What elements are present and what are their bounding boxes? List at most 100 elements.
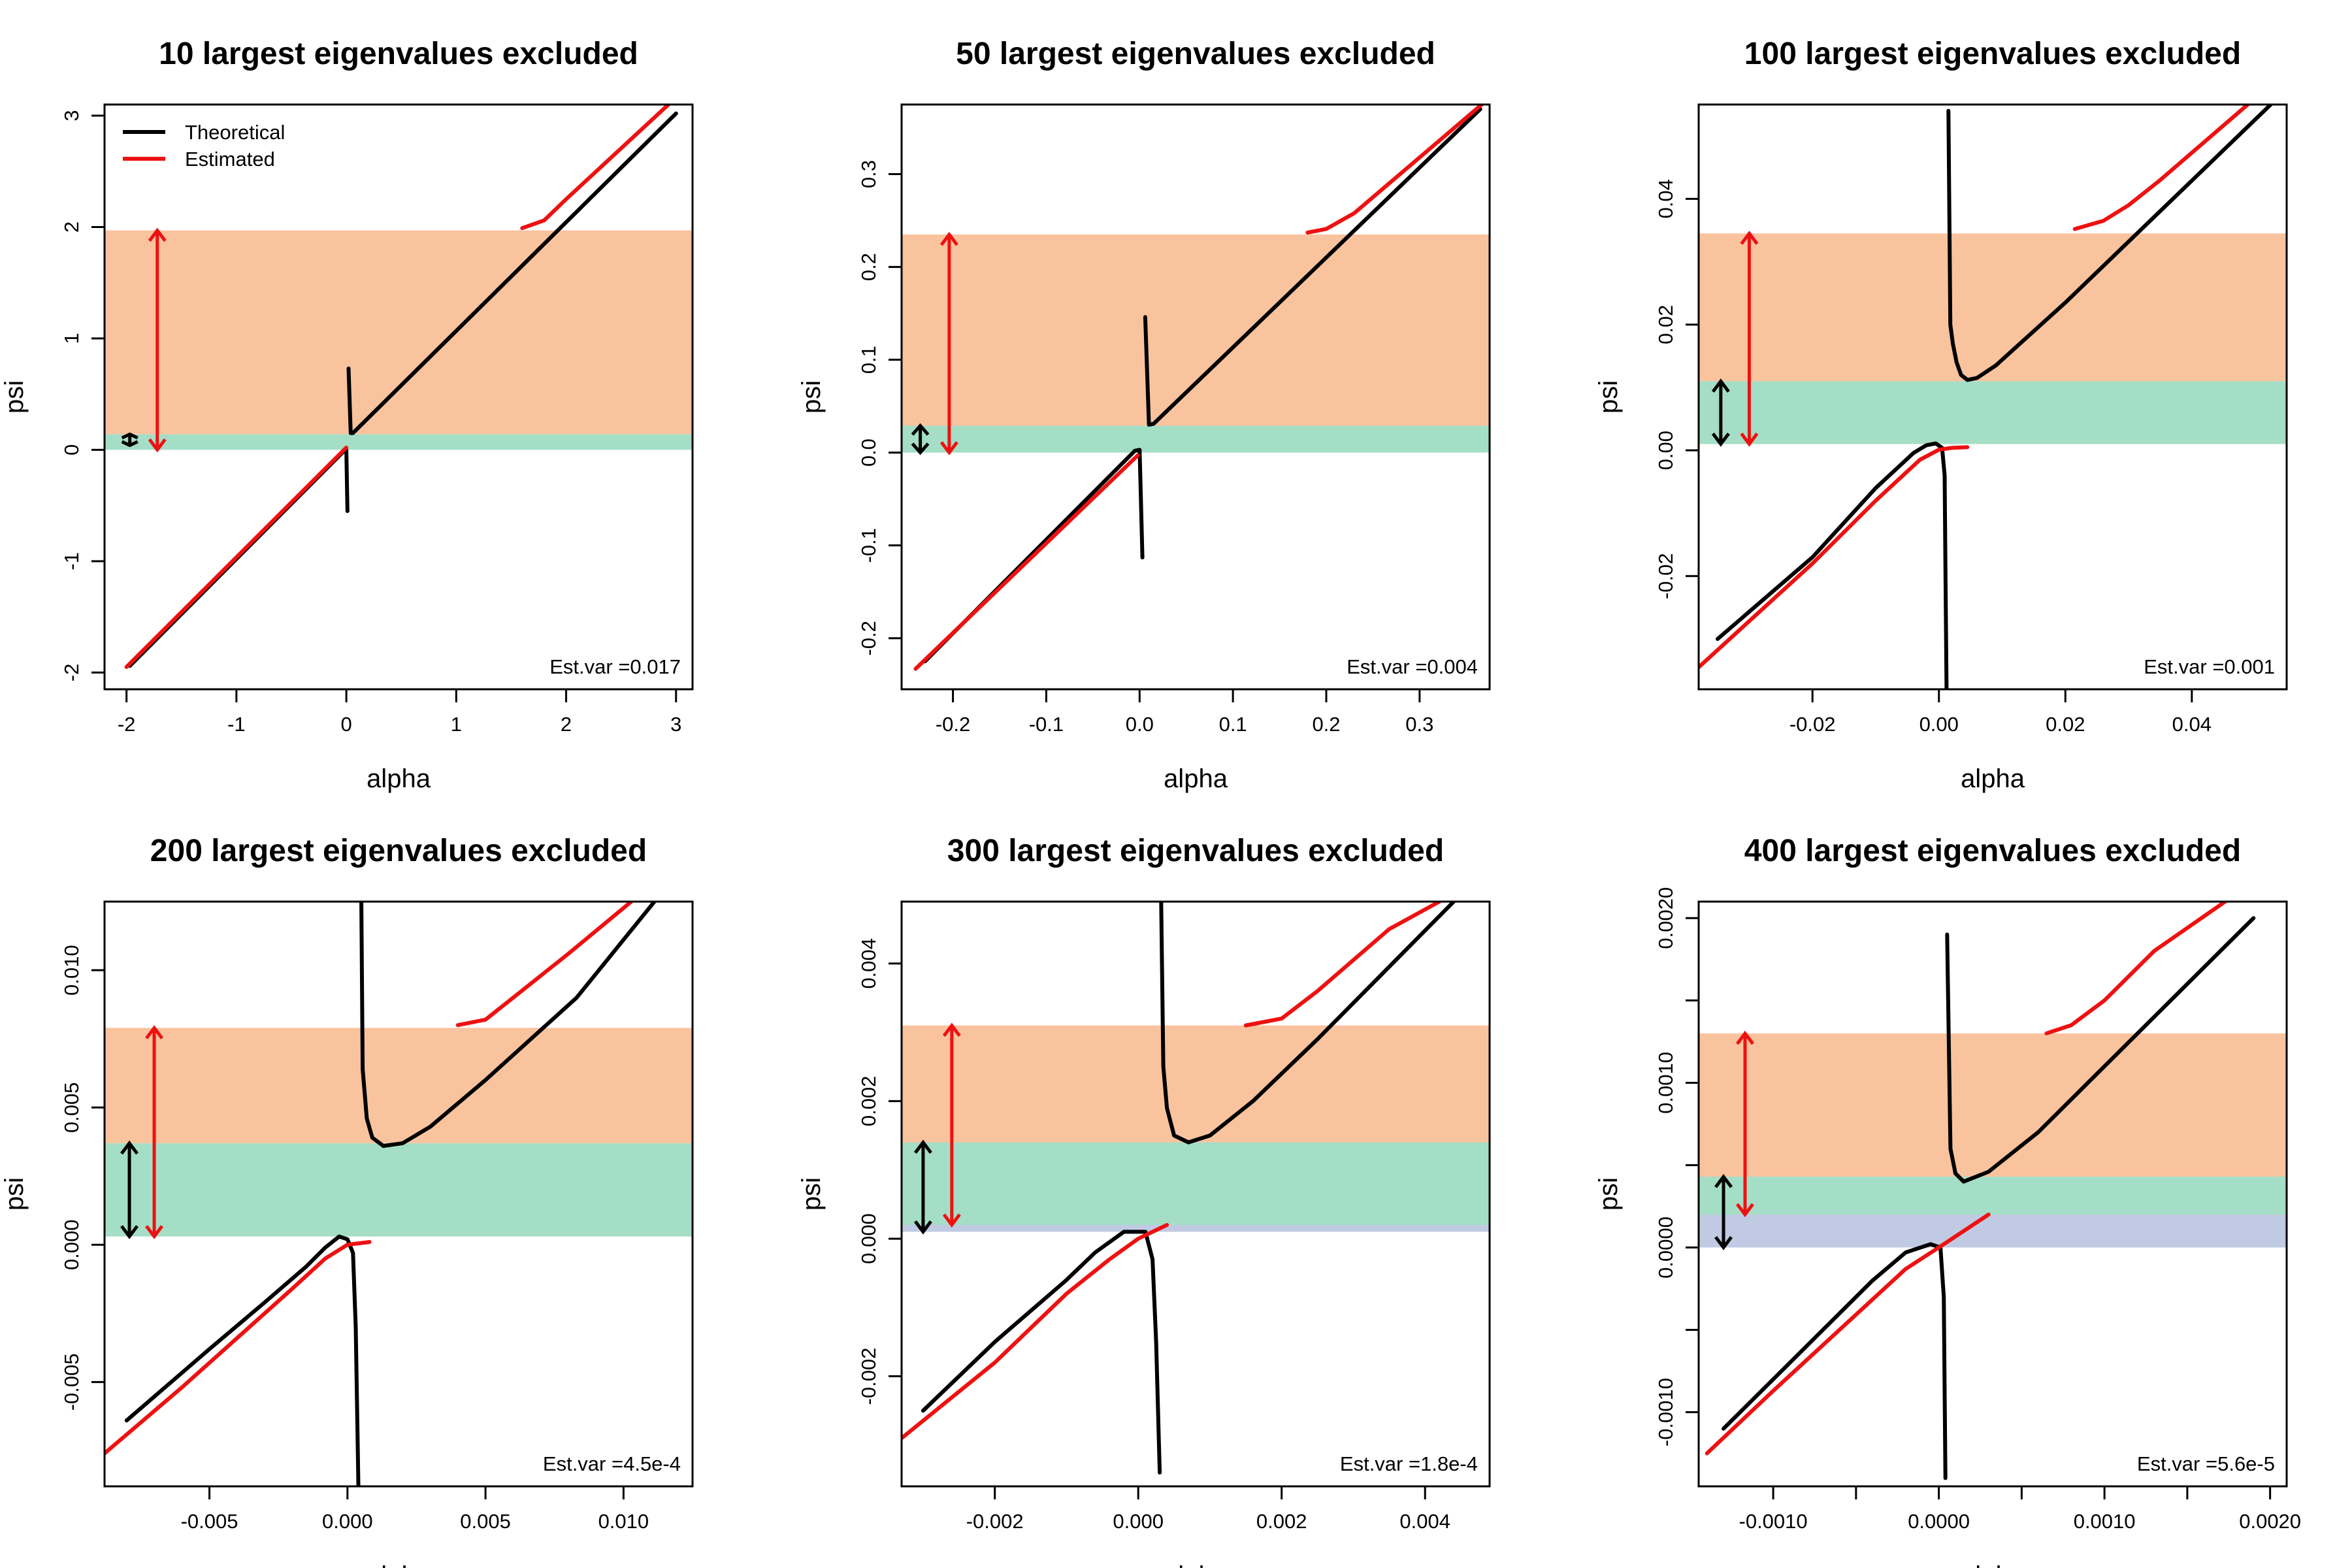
x-tick-label: -0.005 [181, 1510, 238, 1533]
est-var-annotation: Est.var =0.001 [2144, 655, 2275, 678]
x-tick-label: -0.2 [936, 713, 970, 736]
x-tick-label: -2 [118, 713, 136, 736]
arrow-head-top [121, 432, 139, 440]
est-var-annotation: Est.var =5.6e-5 [2137, 1452, 2275, 1475]
band-orange-2 [105, 1028, 693, 1143]
arrow-head-top [942, 1022, 961, 1037]
x-tick-label: 3 [670, 713, 681, 736]
series-estimated-line-1 [913, 453, 1140, 671]
y-tick-label: 0.1 [857, 346, 880, 374]
y-axis-label: psi [0, 1177, 29, 1211]
chart-title: 200 largest eigenvalues excluded [150, 834, 647, 868]
y-tick-label: 2 [60, 221, 83, 233]
series-estimated-line-2 [2072, 105, 2251, 231]
chart-title: 400 largest eigenvalues excluded [1744, 834, 2241, 868]
x-tick-label: 2 [561, 713, 572, 736]
x-axis-label: alpha [1961, 764, 2025, 793]
arrow-head-bottom [911, 442, 930, 455]
y-tick-label: 0.0 [857, 438, 880, 466]
plot-frame [1697, 900, 2288, 1488]
plot-frame [1697, 103, 2288, 691]
y-axis-label: psi [1594, 1177, 1623, 1211]
est-var-annotation: Est.var =1.8e-4 [1340, 1452, 1478, 1475]
arrow-head-bottom [939, 441, 958, 455]
arrow-head-bottom [1735, 1203, 1754, 1218]
arrow-head-bottom [121, 440, 139, 448]
legend-estimated-label: Estimated [185, 148, 275, 171]
y-axis-label: psi [0, 380, 29, 414]
plot-frame [103, 103, 694, 691]
series-estimated-line-2 [2044, 902, 2229, 1036]
y-tick-label: 0.005 [60, 1082, 83, 1133]
x-tick-label: 0.00 [1919, 713, 1959, 736]
x-axis-label: alpha [367, 1561, 431, 1568]
band-orange-3 [1699, 1033, 2287, 1177]
y-tick-label: 0.00 [1654, 431, 1677, 470]
y-tick-label: 0.2 [857, 253, 880, 281]
x-tick-label: 0.2 [1312, 713, 1340, 736]
series-theoretical-line-1 [921, 1230, 1162, 1475]
series-theoretical-line-1 [1722, 1242, 1948, 1480]
plot-area [902, 902, 1490, 1475]
arrow-black-2 [1714, 1173, 1733, 1250]
y-tick-label: 0.0000 [1654, 1217, 1677, 1279]
series-theoretical-line-2 [1143, 107, 1482, 427]
y-tick-label: -2 [60, 664, 83, 682]
arrow-black-2 [911, 423, 930, 455]
y-tick-label: -0.02 [1654, 553, 1677, 599]
y-tick-label: -0.0010 [1654, 1378, 1677, 1446]
plot-frame [900, 900, 1491, 1488]
plot-frame [900, 103, 1491, 691]
x-tick-label: -1 [227, 713, 246, 736]
band-blue-1 [1699, 1215, 2287, 1248]
arrow-black-2 [120, 1140, 139, 1239]
y-tick-label: 0.010 [60, 945, 83, 996]
y-tick-label: 0.02 [1654, 305, 1677, 344]
x-tick-label: 0.02 [2046, 713, 2085, 736]
arrow-head-top [913, 1139, 932, 1154]
y-tick-label: -0.002 [857, 1348, 880, 1405]
plot-area [1699, 105, 2287, 689]
est-var-annotation: Est.var =0.017 [549, 655, 681, 678]
chart-panel-5: -0.002 0.000 0.002 0.004 -0.002 0.000 0.002 0.0… [797, 834, 1491, 1568]
band-green-1 [105, 434, 693, 450]
chart-title: 50 largest eigenvalues excluded [956, 37, 1435, 71]
x-tick-label: 0.04 [2172, 713, 2212, 736]
band-green-1 [105, 1143, 693, 1237]
arrow-black-2 [913, 1139, 932, 1235]
series-theoretical-line-2 [1945, 916, 2256, 1184]
arrow-red-1 [1740, 231, 1759, 447]
plot-frame [103, 900, 694, 1488]
arrow-head-top [939, 231, 958, 246]
chart-title: 300 largest eigenvalues excluded [947, 834, 1444, 868]
arrow-head-bottom [145, 1225, 164, 1239]
plot-area [105, 105, 693, 669]
x-tick-label: 0.004 [1399, 1510, 1450, 1533]
x-axis-label: alpha [1961, 1561, 2025, 1568]
series-estimated-line-1 [105, 1240, 372, 1456]
arrow-black-2 [121, 432, 139, 448]
plot-area [105, 902, 693, 1486]
series-theoretical-line-2 [1946, 105, 2274, 382]
y-tick-label: 3 [60, 110, 83, 121]
est-var-annotation: Est.var =4.5e-4 [543, 1452, 681, 1475]
series-estimated-line-1 [1699, 445, 1970, 670]
x-axis-label: alpha [1164, 1561, 1228, 1568]
band-green-2 [1699, 1177, 2287, 1215]
arrow-head-bottom [1714, 1235, 1733, 1250]
band-green-1 [1699, 381, 2287, 444]
band-orange-2 [1699, 233, 2287, 382]
x-tick-label: 0.000 [1113, 1510, 1164, 1533]
x-tick-label: -0.0010 [1739, 1510, 1808, 1533]
y-tick-label: -1 [60, 552, 83, 570]
band-green-1 [902, 425, 1490, 453]
series-theoretical-line-1 [124, 1234, 361, 1486]
x-tick-label: -0.1 [1029, 713, 1064, 736]
est-var-annotation: Est.var =0.004 [1347, 655, 1478, 678]
y-tick-label: 1 [60, 333, 83, 344]
series-theoretical-line-1 [1716, 441, 1949, 689]
band-green-2 [902, 1142, 1490, 1225]
y-axis-label: psi [797, 380, 826, 414]
series-theoretical-line-2 [1159, 902, 1456, 1145]
